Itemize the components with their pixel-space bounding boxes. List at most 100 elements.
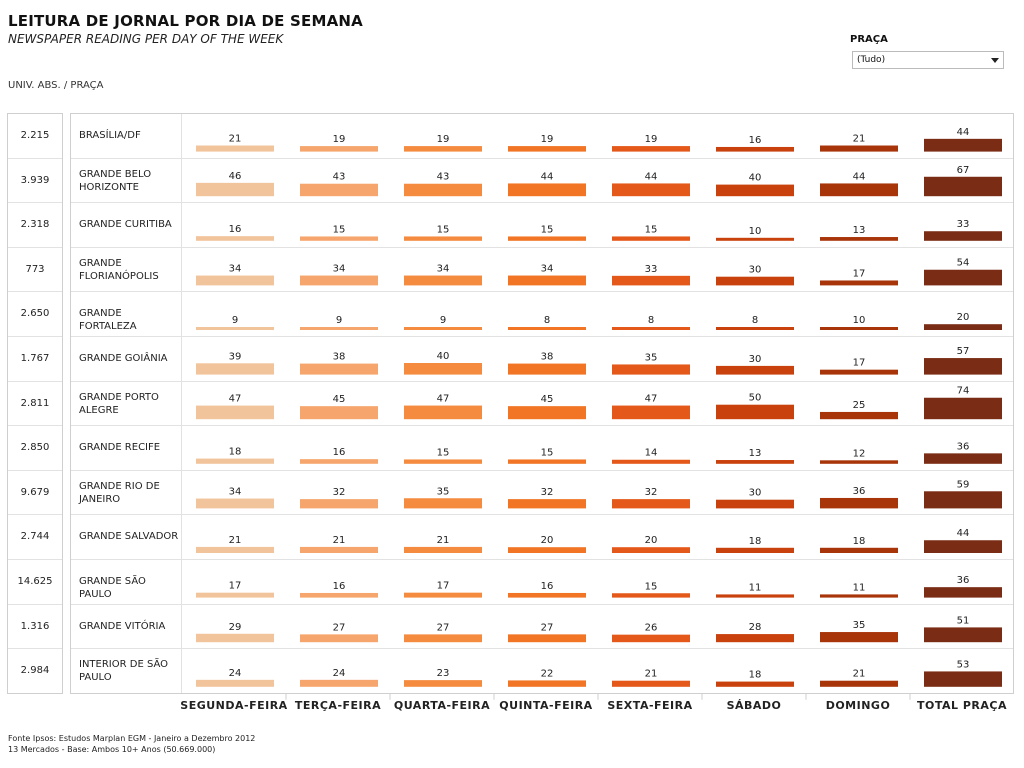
bar[interactable]: [196, 546, 274, 553]
bar[interactable]: [924, 324, 1002, 330]
bar[interactable]: [404, 146, 482, 152]
bar[interactable]: [196, 592, 274, 598]
bar[interactable]: [924, 491, 1002, 509]
bar[interactable]: [300, 327, 378, 330]
bar[interactable]: [924, 540, 1002, 553]
bar[interactable]: [716, 237, 794, 241]
bar[interactable]: [820, 183, 898, 197]
bar[interactable]: [716, 547, 794, 553]
bar[interactable]: [924, 269, 1002, 286]
bar[interactable]: [404, 275, 482, 286]
bar[interactable]: [820, 411, 898, 420]
bar[interactable]: [716, 681, 794, 687]
bar[interactable]: [196, 327, 274, 330]
bar[interactable]: [404, 327, 482, 330]
bar[interactable]: [196, 405, 274, 420]
bar[interactable]: [612, 327, 690, 330]
bar[interactable]: [716, 499, 794, 509]
bar[interactable]: [716, 146, 794, 152]
bar[interactable]: [820, 460, 898, 464]
bar[interactable]: [196, 145, 274, 152]
bar[interactable]: [300, 363, 378, 375]
bar[interactable]: [508, 547, 586, 553]
bar[interactable]: [300, 146, 378, 152]
bar[interactable]: [820, 145, 898, 152]
bar[interactable]: [924, 587, 1002, 598]
bar[interactable]: [716, 276, 794, 286]
bar[interactable]: [716, 365, 794, 375]
bar[interactable]: [612, 275, 690, 286]
bar[interactable]: [300, 406, 378, 420]
bar[interactable]: [508, 275, 586, 286]
bar[interactable]: [508, 680, 586, 687]
bar[interactable]: [924, 671, 1002, 687]
bar[interactable]: [508, 634, 586, 643]
bar[interactable]: [612, 183, 690, 197]
bar[interactable]: [612, 459, 690, 464]
bar[interactable]: [404, 592, 482, 598]
bar[interactable]: [508, 236, 586, 241]
bar[interactable]: [404, 405, 482, 420]
bar[interactable]: [716, 460, 794, 464]
bar[interactable]: [300, 275, 378, 286]
bar[interactable]: [300, 236, 378, 241]
bar[interactable]: [300, 634, 378, 643]
bar[interactable]: [300, 183, 378, 197]
bar[interactable]: [508, 183, 586, 197]
bar[interactable]: [300, 679, 378, 687]
bar[interactable]: [196, 236, 274, 241]
bar[interactable]: [404, 363, 482, 375]
bar[interactable]: [924, 453, 1002, 464]
bar[interactable]: [924, 358, 1002, 375]
bar[interactable]: [716, 634, 794, 643]
bar[interactable]: [820, 632, 898, 643]
bar[interactable]: [300, 459, 378, 464]
bar[interactable]: [508, 327, 586, 330]
bar[interactable]: [300, 592, 378, 598]
bar[interactable]: [716, 594, 794, 598]
bar[interactable]: [404, 680, 482, 687]
bar[interactable]: [924, 176, 1002, 197]
chevron-down-icon[interactable]: [991, 58, 999, 63]
bar[interactable]: [404, 236, 482, 241]
praca-filter-dropdown[interactable]: (Tudo): [852, 51, 1004, 69]
bar[interactable]: [612, 236, 690, 241]
bar[interactable]: [508, 146, 586, 152]
bar[interactable]: [196, 458, 274, 464]
bar[interactable]: [820, 497, 898, 509]
bar[interactable]: [196, 679, 274, 687]
bar[interactable]: [924, 397, 1002, 420]
bar[interactable]: [404, 546, 482, 553]
bar[interactable]: [612, 499, 690, 509]
bar[interactable]: [404, 183, 482, 197]
bar[interactable]: [508, 459, 586, 464]
bar[interactable]: [404, 498, 482, 509]
bar[interactable]: [612, 146, 690, 152]
bar[interactable]: [196, 182, 274, 197]
bar[interactable]: [508, 363, 586, 375]
bar[interactable]: [612, 680, 690, 687]
bar[interactable]: [404, 459, 482, 464]
bar[interactable]: [300, 499, 378, 509]
bar[interactable]: [820, 327, 898, 330]
bar[interactable]: [716, 404, 794, 420]
bar[interactable]: [716, 327, 794, 330]
bar[interactable]: [196, 275, 274, 286]
bar[interactable]: [820, 547, 898, 553]
bar[interactable]: [716, 184, 794, 197]
bar[interactable]: [196, 633, 274, 643]
bar[interactable]: [820, 237, 898, 241]
bar[interactable]: [300, 546, 378, 553]
bar[interactable]: [612, 547, 690, 553]
bar[interactable]: [508, 592, 586, 598]
bar[interactable]: [820, 369, 898, 375]
bar[interactable]: [196, 498, 274, 509]
bar[interactable]: [612, 593, 690, 598]
bar[interactable]: [924, 231, 1002, 241]
bar[interactable]: [196, 363, 274, 375]
bar[interactable]: [404, 634, 482, 643]
bar[interactable]: [612, 364, 690, 375]
bar[interactable]: [612, 405, 690, 420]
bar[interactable]: [924, 627, 1002, 643]
bar[interactable]: [820, 594, 898, 598]
